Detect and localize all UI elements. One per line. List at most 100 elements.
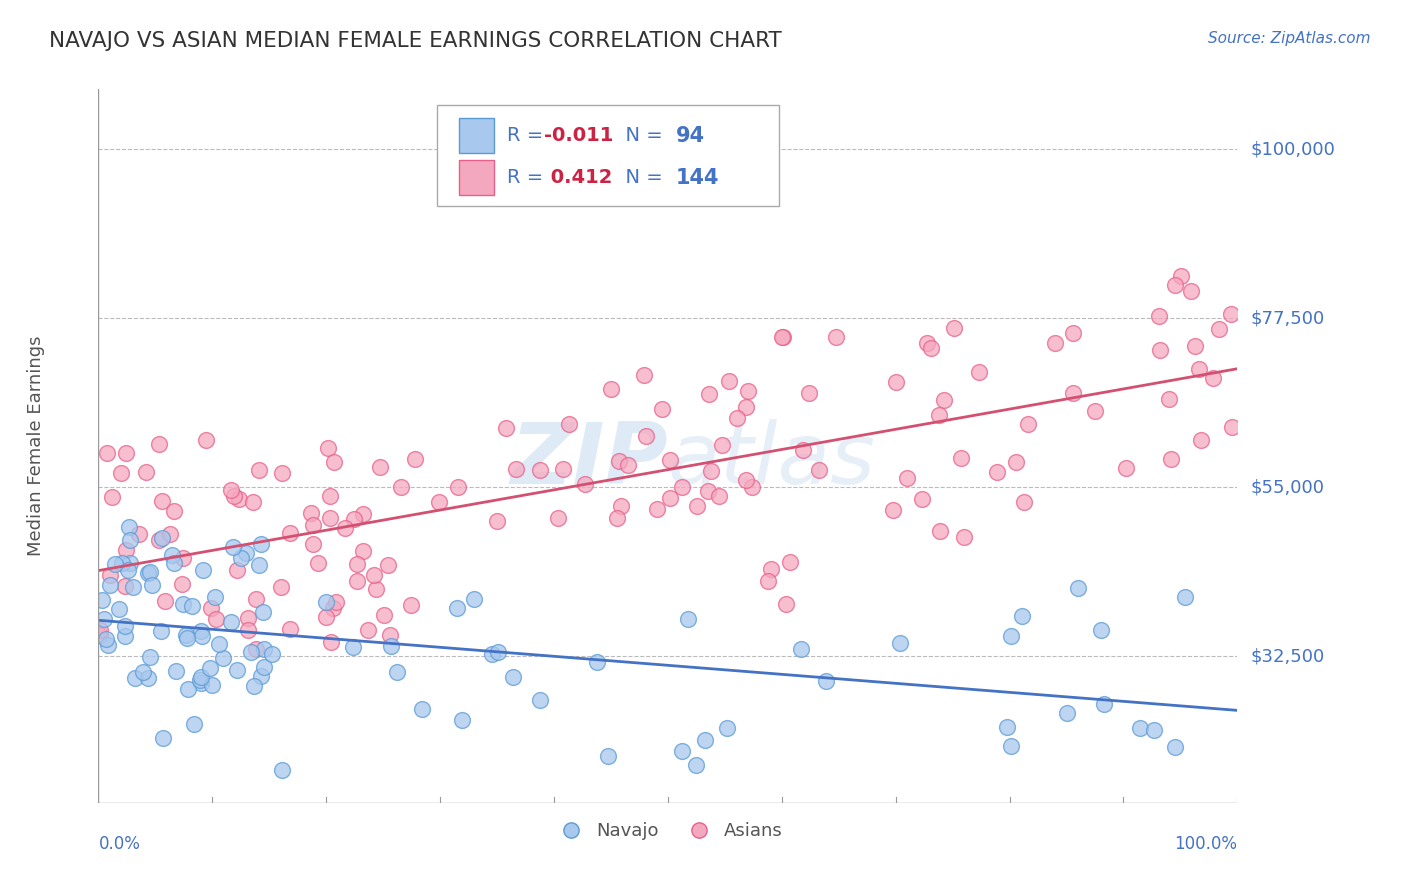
Point	[91, 593, 114, 607]
Text: 100.0%: 100.0%	[1174, 835, 1237, 853]
Point	[242, 495, 264, 509]
Point	[404, 451, 426, 466]
Point	[139, 566, 162, 580]
Point	[770, 330, 793, 344]
Point	[250, 668, 273, 682]
Point	[176, 631, 198, 645]
Point	[1000, 739, 1022, 753]
Point	[647, 502, 669, 516]
Point	[911, 492, 934, 507]
Point	[920, 341, 942, 355]
Point	[110, 467, 132, 481]
Point	[377, 558, 399, 572]
Point	[617, 458, 640, 472]
Point	[114, 629, 136, 643]
Point	[270, 581, 292, 595]
Point	[111, 556, 134, 570]
Point	[165, 664, 187, 678]
Point	[198, 661, 221, 675]
Point	[148, 437, 170, 451]
Point	[174, 628, 197, 642]
Text: $32,500: $32,500	[1251, 648, 1326, 665]
Point	[236, 623, 259, 637]
Point	[1164, 278, 1187, 293]
Point	[967, 365, 990, 379]
Point	[737, 384, 759, 398]
Point	[97, 638, 120, 652]
Point	[634, 429, 657, 443]
Point	[389, 480, 412, 494]
Bar	[460, 161, 494, 194]
Point	[318, 441, 340, 455]
Point	[600, 382, 623, 396]
Point	[325, 595, 347, 609]
Point	[98, 578, 121, 592]
Point	[446, 601, 468, 615]
Point	[89, 628, 111, 642]
Point	[160, 549, 183, 563]
Point	[651, 401, 673, 416]
Text: 144: 144	[676, 168, 720, 187]
Point	[200, 678, 222, 692]
Point	[141, 578, 163, 592]
Point	[150, 624, 173, 638]
Point	[1062, 326, 1084, 340]
Point	[245, 642, 267, 657]
Point	[191, 629, 214, 643]
Point	[242, 679, 264, 693]
Point	[346, 574, 368, 588]
Point	[322, 601, 344, 615]
Legend: Navajo, Asians: Navajo, Asians	[546, 815, 790, 847]
Point	[1012, 495, 1035, 509]
Point	[896, 471, 918, 485]
Point	[364, 582, 387, 596]
Point	[346, 557, 368, 571]
Point	[319, 511, 342, 525]
Point	[815, 673, 838, 688]
Point	[378, 628, 401, 642]
Point	[1056, 706, 1078, 720]
Bar	[460, 119, 494, 153]
Text: N =: N =	[613, 126, 669, 145]
Point	[370, 460, 392, 475]
Point	[671, 744, 693, 758]
Point	[98, 568, 121, 582]
Point	[188, 673, 211, 687]
Point	[399, 599, 422, 613]
Point	[1220, 420, 1243, 434]
Point	[1017, 417, 1039, 431]
Point	[481, 647, 503, 661]
Text: R =: R =	[508, 126, 550, 145]
Point	[115, 543, 138, 558]
FancyBboxPatch shape	[437, 105, 779, 205]
Point	[1090, 623, 1112, 637]
Point	[915, 336, 938, 351]
Point	[118, 533, 141, 548]
Point	[950, 451, 973, 466]
Point	[249, 463, 271, 477]
Point	[696, 483, 718, 498]
Point	[89, 623, 111, 637]
Point	[725, 411, 748, 425]
Point	[928, 524, 950, 539]
Point	[928, 408, 950, 422]
Point	[299, 506, 322, 520]
Point	[779, 555, 801, 569]
Point	[1170, 269, 1192, 284]
Point	[278, 525, 301, 540]
Text: ZIP: ZIP	[510, 418, 668, 502]
Point	[307, 556, 329, 570]
Text: Median Female Earnings: Median Female Earnings	[27, 335, 45, 557]
Point	[247, 558, 270, 573]
Point	[252, 605, 274, 619]
Point	[170, 577, 193, 591]
Point	[486, 644, 509, 658]
Point	[943, 321, 966, 335]
Point	[352, 507, 374, 521]
Text: atlas: atlas	[668, 418, 876, 502]
Point	[558, 417, 581, 431]
Point	[586, 655, 609, 669]
Point	[357, 624, 380, 638]
Point	[882, 503, 904, 517]
Point	[447, 480, 470, 494]
